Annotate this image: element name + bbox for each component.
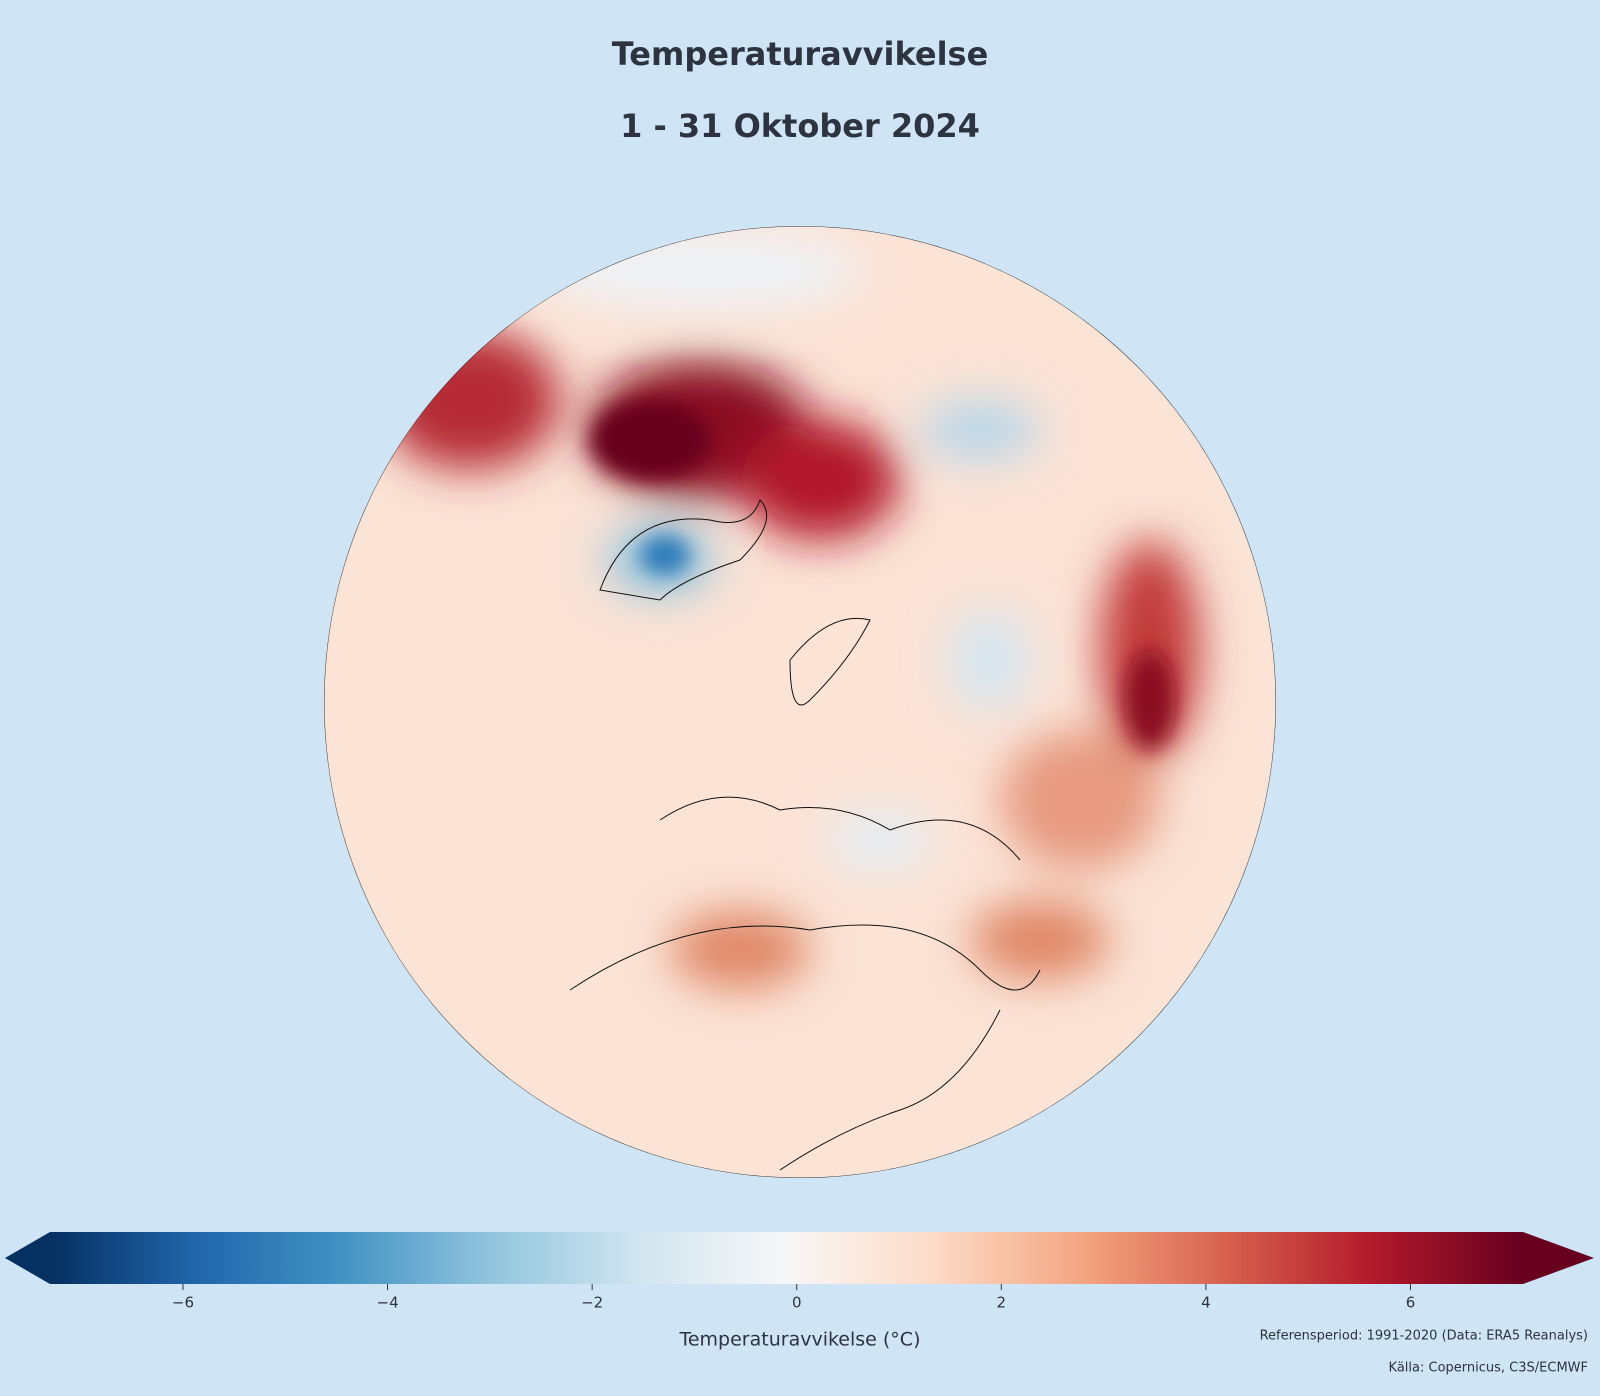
colorbar-label: Temperaturavvikelse (°C): [678, 1329, 920, 1351]
annotation: Källa: Copernicus, C3S/ECMWF: [1389, 1361, 1588, 1376]
globe: [324, 226, 1276, 1178]
annotation: Referensperiod: 1991-2020 (Data: ERA5 Re…: [1260, 1329, 1588, 1344]
colorbar-tick-label: 4: [1201, 1294, 1211, 1312]
map-subtitle: 1 - 31 Oktober 2024: [620, 107, 980, 145]
colorbar-ramp: [50, 1232, 1523, 1284]
map-title: Temperaturavvikelse: [612, 35, 989, 73]
colorbar-tick-label: 0: [792, 1294, 802, 1312]
colorbar-tick-label: 2: [997, 1294, 1007, 1312]
colorbar-extend-min: [5, 1232, 50, 1284]
colorbar-tick-label: −2: [581, 1294, 603, 1312]
colorbar-extend-max: [1523, 1232, 1594, 1284]
colorbar: −6 −4 −2 0 2 4 6: [5, 1232, 1594, 1312]
colorbar-tick-label: −6: [172, 1294, 194, 1312]
colorbar-tick-label: 6: [1406, 1294, 1416, 1312]
colorbar-tick-label: −4: [377, 1294, 399, 1312]
